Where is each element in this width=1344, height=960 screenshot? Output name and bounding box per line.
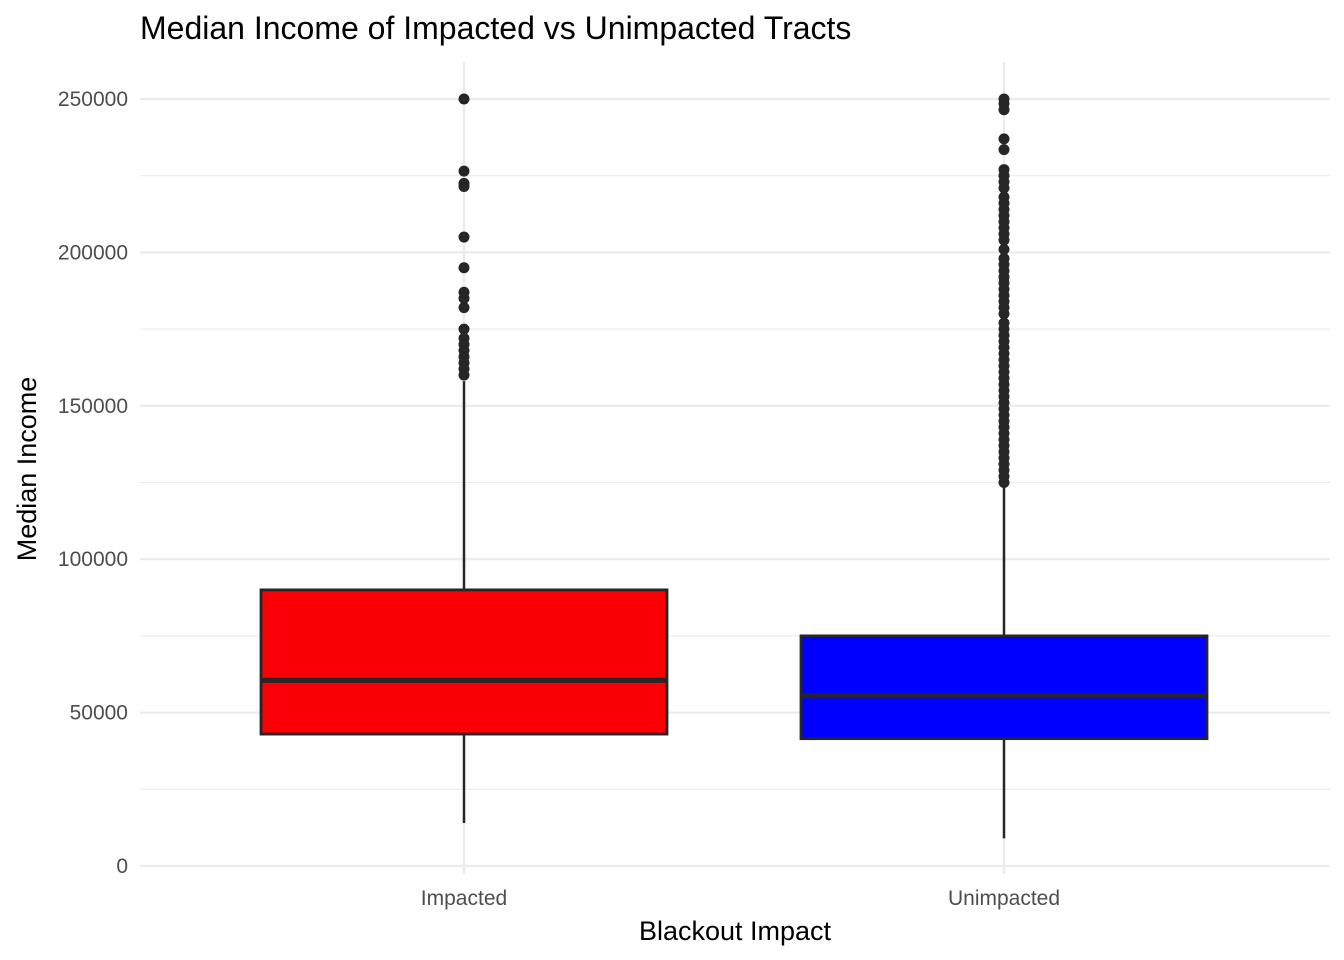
outlier-point (998, 133, 1010, 145)
outlier-point (998, 191, 1010, 203)
outlier-point (998, 317, 1010, 329)
outlier-point (998, 93, 1010, 105)
outlier-point (998, 164, 1010, 176)
outlier-point (998, 243, 1010, 255)
box-iqr (259, 588, 669, 736)
outlier-point (458, 302, 470, 314)
y-tick-label: 100000 (58, 548, 128, 571)
y-tick-labels: 0 50000 100000 150000 200000 250000 (58, 88, 128, 878)
outlier-point (458, 93, 470, 105)
outlier-point (458, 323, 470, 335)
y-tick-label: 250000 (58, 88, 128, 111)
boxes (259, 93, 1209, 839)
box-iqr (799, 634, 1209, 741)
box-unimpacted (799, 93, 1209, 839)
y-tick-label: 50000 (70, 702, 128, 725)
y-tick-label: 200000 (58, 241, 128, 264)
y-tick-label: 150000 (58, 395, 128, 418)
x-tick-label: Unimpacted (948, 887, 1060, 910)
y-axis-title: Median Income (12, 377, 42, 562)
outlier-point (458, 165, 470, 177)
grid-lines (140, 62, 1330, 874)
outlier-point (458, 177, 470, 189)
outlier-point (458, 286, 470, 298)
y-tick-label: 0 (116, 855, 128, 878)
outlier-point (458, 231, 470, 243)
x-axis-title: Blackout Impact (639, 916, 832, 946)
outlier-point (458, 262, 470, 274)
outlier-point (998, 253, 1010, 265)
x-tick-labels: Impacted Unimpacted (421, 887, 1060, 910)
outlier-point (458, 332, 470, 344)
box-impacted (259, 93, 669, 824)
outlier-point (998, 144, 1010, 156)
chart-title: Median Income of Impacted vs Unimpacted … (140, 10, 851, 46)
x-tick-label: Impacted (421, 887, 507, 910)
